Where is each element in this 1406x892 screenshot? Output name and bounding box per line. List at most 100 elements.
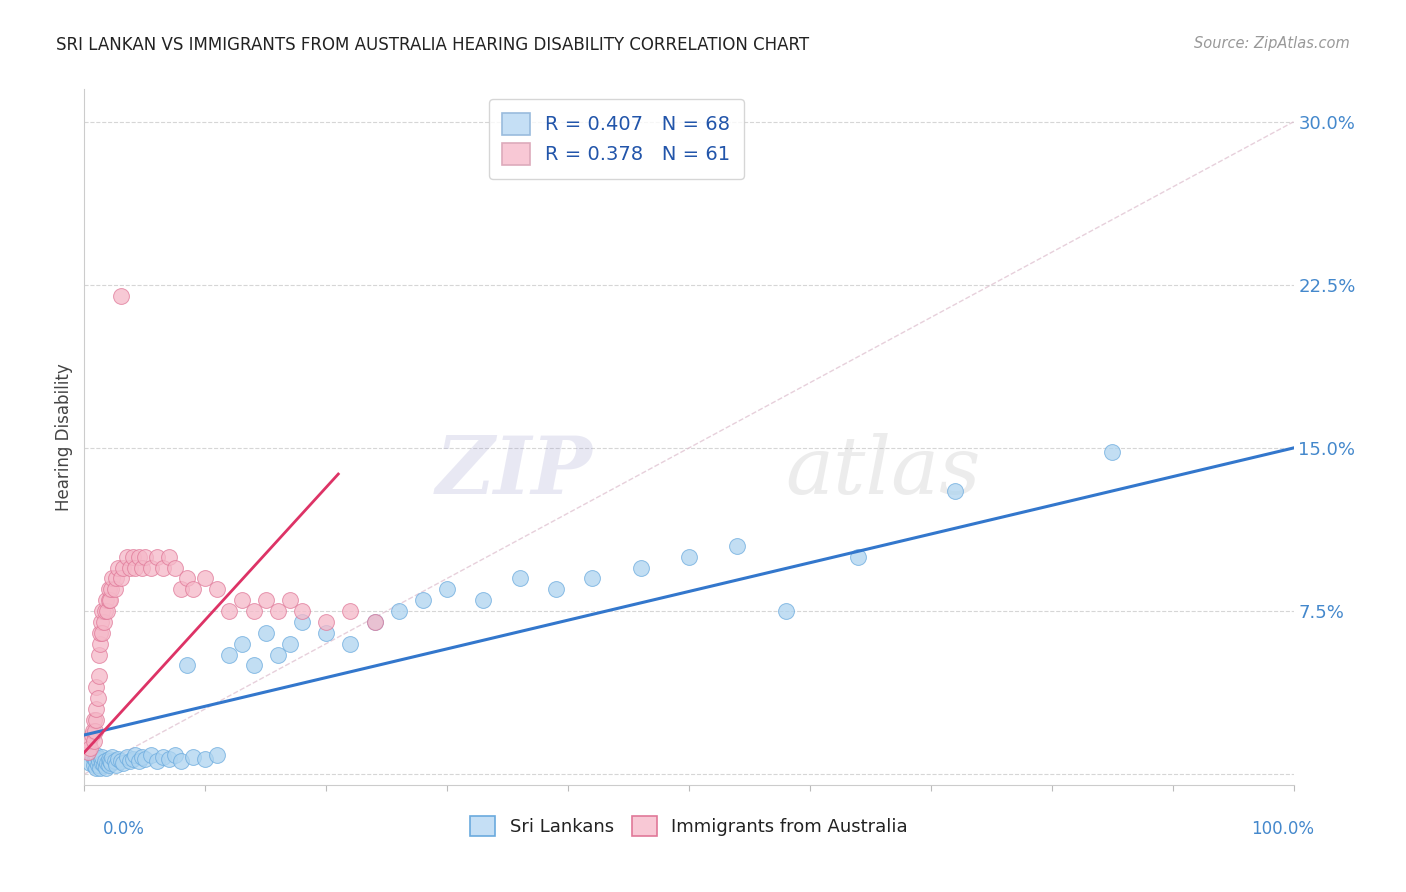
Text: SRI LANKAN VS IMMIGRANTS FROM AUSTRALIA HEARING DISABILITY CORRELATION CHART: SRI LANKAN VS IMMIGRANTS FROM AUSTRALIA … xyxy=(56,36,810,54)
Point xyxy=(176,571,198,585)
Point xyxy=(101,571,124,585)
Point xyxy=(83,758,105,772)
Point xyxy=(1101,445,1123,459)
Text: ZIP: ZIP xyxy=(436,434,592,510)
Point xyxy=(86,690,108,705)
Point xyxy=(278,593,301,607)
Point xyxy=(291,604,314,618)
Point xyxy=(581,571,603,585)
Legend: Sri Lankans, Immigrants from Australia: Sri Lankans, Immigrants from Australia xyxy=(461,806,917,846)
Point xyxy=(124,560,146,574)
Point xyxy=(339,604,361,618)
Point xyxy=(110,289,132,303)
Text: 100.0%: 100.0% xyxy=(1251,820,1315,838)
Point xyxy=(112,756,135,771)
Point xyxy=(104,758,127,772)
Point xyxy=(121,549,143,564)
Point xyxy=(104,571,127,585)
Point xyxy=(94,754,117,768)
Point xyxy=(131,749,153,764)
Point xyxy=(80,728,103,742)
Point xyxy=(134,549,156,564)
Point xyxy=(86,702,108,716)
Point xyxy=(134,752,156,766)
Point xyxy=(86,747,108,762)
Point xyxy=(98,593,121,607)
Point xyxy=(242,658,264,673)
Point xyxy=(89,637,111,651)
Point xyxy=(110,754,132,768)
Point xyxy=(104,582,127,597)
Point xyxy=(207,747,229,762)
Point xyxy=(165,560,187,574)
Point xyxy=(79,756,101,771)
Point xyxy=(131,560,153,574)
Point xyxy=(89,760,111,774)
Point xyxy=(678,549,700,564)
Point xyxy=(90,615,112,629)
Point xyxy=(291,615,314,629)
Point xyxy=(97,593,120,607)
Point xyxy=(231,637,253,651)
Text: atlas: atlas xyxy=(786,434,981,510)
Point xyxy=(139,560,162,574)
Point xyxy=(115,549,138,564)
Point xyxy=(93,615,115,629)
Point xyxy=(77,734,100,748)
Point xyxy=(170,582,193,597)
Point xyxy=(94,593,117,607)
Point xyxy=(218,648,240,662)
Point xyxy=(128,754,150,768)
Point xyxy=(115,749,138,764)
Point xyxy=(97,752,120,766)
Point xyxy=(96,756,118,771)
Point xyxy=(98,754,121,768)
Point xyxy=(388,604,411,618)
Point xyxy=(84,723,107,738)
Point xyxy=(846,549,869,564)
Point xyxy=(120,754,142,768)
Point xyxy=(82,749,104,764)
Text: Source: ZipAtlas.com: Source: ZipAtlas.com xyxy=(1194,36,1350,51)
Point xyxy=(101,749,124,764)
Point xyxy=(104,754,127,768)
Point xyxy=(412,593,434,607)
Point xyxy=(267,648,290,662)
Point xyxy=(278,637,301,651)
Point xyxy=(194,752,217,766)
Point xyxy=(170,754,193,768)
Point xyxy=(544,582,567,597)
Point xyxy=(86,758,108,772)
Point xyxy=(86,754,108,768)
Point xyxy=(91,625,114,640)
Point xyxy=(315,625,337,640)
Point xyxy=(152,749,174,764)
Point xyxy=(86,760,108,774)
Point xyxy=(91,756,114,771)
Point xyxy=(110,571,132,585)
Point xyxy=(86,713,108,727)
Point xyxy=(254,625,277,640)
Point xyxy=(339,637,361,651)
Point xyxy=(87,754,110,768)
Y-axis label: Hearing Disability: Hearing Disability xyxy=(55,363,73,511)
Point xyxy=(107,560,129,574)
Point xyxy=(363,615,385,629)
Point xyxy=(943,484,966,499)
Point xyxy=(725,539,748,553)
Point xyxy=(112,560,135,574)
Point xyxy=(436,582,458,597)
Point xyxy=(94,604,117,618)
Text: 0.0%: 0.0% xyxy=(103,820,145,838)
Point xyxy=(89,625,111,640)
Point xyxy=(254,593,277,607)
Point xyxy=(100,756,122,771)
Point xyxy=(79,741,101,756)
Point xyxy=(775,604,797,618)
Point xyxy=(100,582,122,597)
Point xyxy=(91,604,114,618)
Point xyxy=(139,747,162,762)
Point xyxy=(90,752,112,766)
Point xyxy=(207,582,229,597)
Point xyxy=(97,758,120,772)
